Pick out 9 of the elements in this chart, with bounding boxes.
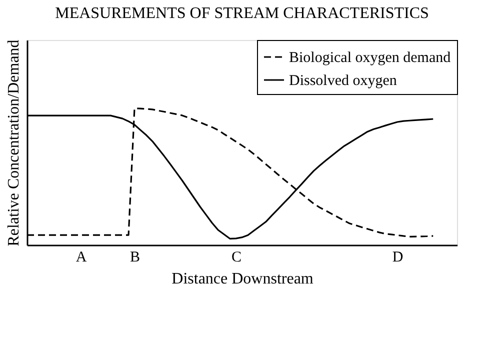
x-tick-label: A	[76, 250, 87, 266]
x-axis-title: Distance Downstream	[172, 270, 314, 288]
y-axis-title: Relative Concentration/Demand	[6, 40, 22, 246]
x-tick-label: B	[130, 250, 140, 266]
chart-title: MEASUREMENTS OF STREAM CHARACTERISTICS	[55, 5, 429, 22]
legend-label: Biological oxygen demand	[289, 50, 452, 66]
x-tick-label: D	[392, 250, 404, 266]
legend-label: Dissolved oxygen	[289, 73, 398, 89]
x-tick-label: C	[232, 250, 242, 266]
